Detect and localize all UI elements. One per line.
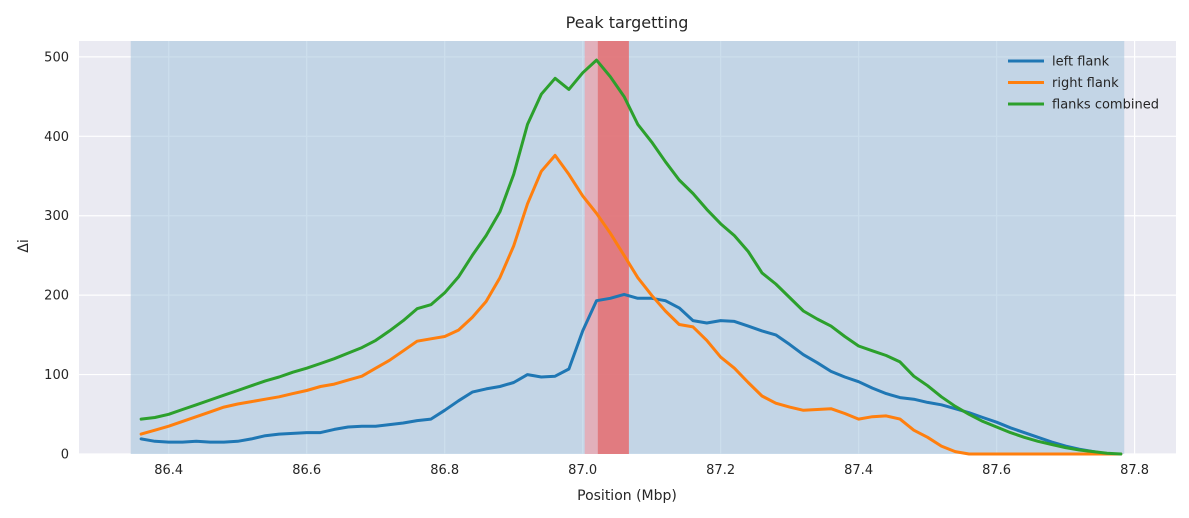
y-axis-ticks: 0 100 200 300 400 500	[44, 50, 69, 462]
x-tick-label: 86.8	[430, 463, 459, 478]
x-tick-label: 87.8	[1120, 463, 1149, 478]
chart-title: Peak targetting	[566, 13, 689, 32]
series-lines	[139, 58, 1123, 456]
x-axis-ticks: 86.4 86.6 86.8 87.0 87.2 87.4 87.6 87.8	[154, 463, 1149, 478]
x-tick-label: 86.4	[154, 463, 183, 478]
legend-label: left flank	[1052, 55, 1110, 70]
y-tick-label: 100	[44, 368, 69, 383]
shaded-region	[597, 41, 629, 454]
y-tick-label: 500	[44, 50, 69, 65]
y-tick-label: 200	[44, 289, 69, 304]
x-tick-label: 86.6	[292, 463, 321, 478]
y-axis-label: Δi	[16, 239, 32, 252]
series-line-flanks-combined	[139, 58, 1123, 456]
x-tick-label: 87.4	[844, 463, 873, 478]
legend-label: right flank	[1052, 76, 1119, 91]
x-tick-label: 87.2	[706, 463, 735, 478]
shaded-regions	[130, 41, 1125, 454]
y-tick-label: 300	[44, 209, 69, 224]
x-tick-label: 87.0	[568, 463, 597, 478]
legend: left flank right flank flanks combined	[1008, 55, 1159, 113]
y-tick-label: 0	[61, 448, 69, 463]
legend-label: flanks combined	[1052, 98, 1159, 113]
y-tick-label: 400	[44, 130, 69, 145]
x-axis-label: Position (Mbp)	[577, 488, 677, 504]
x-tick-label: 87.6	[982, 463, 1011, 478]
plot-area	[79, 41, 1176, 456]
series-line-right-flank	[139, 153, 1123, 456]
